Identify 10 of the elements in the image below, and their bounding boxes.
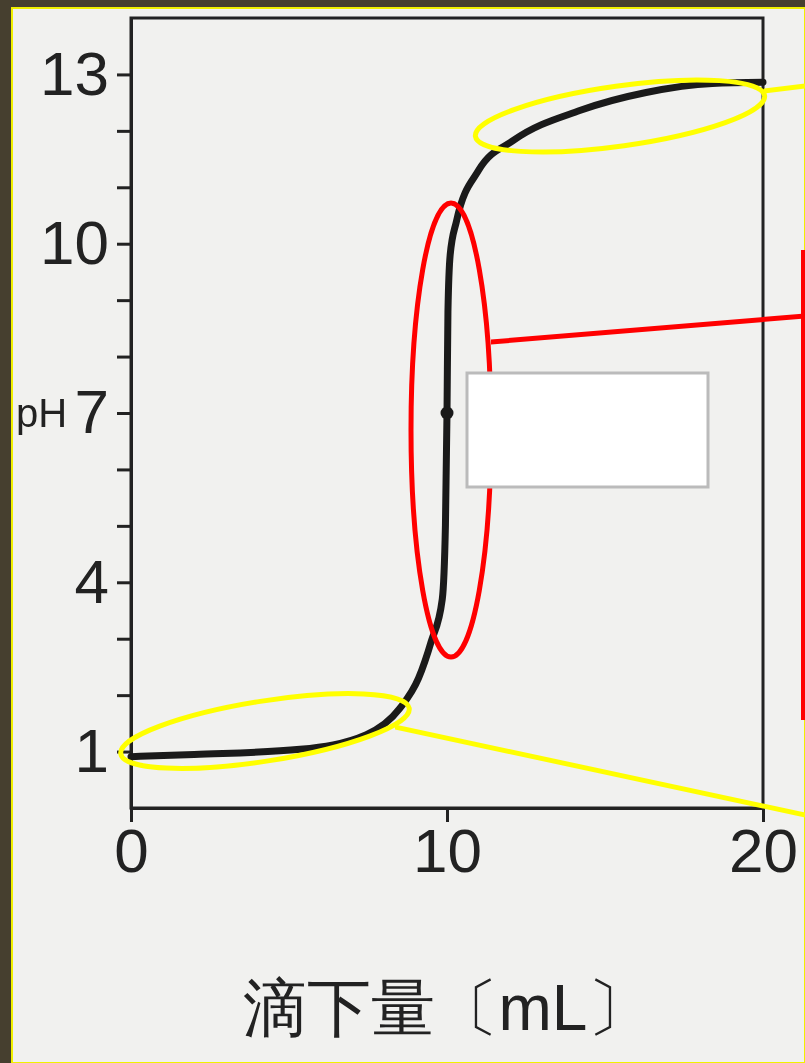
y-tick-label: 7 (74, 377, 109, 447)
x-tick-label: 0 (114, 816, 149, 886)
x-axis-title: 滴下量〔mL〕 (242, 972, 652, 1044)
y-tick-label: 1 (74, 715, 109, 785)
x-tick-label: 10 (413, 816, 482, 886)
x-tick-label: 20 (729, 816, 798, 886)
y-axis-title: pH (16, 391, 68, 435)
y-tick-label: 10 (40, 208, 109, 278)
y-tick-label: 13 (40, 38, 109, 108)
y-tick-label: 4 (74, 546, 109, 616)
